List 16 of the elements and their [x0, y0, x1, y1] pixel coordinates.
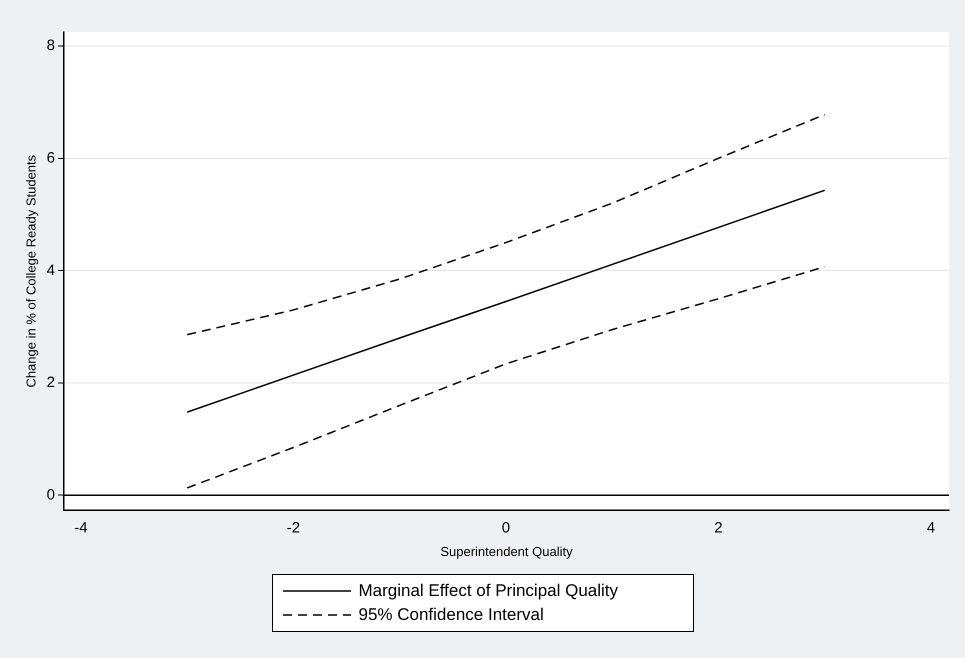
x-axis-title: Superintendent Quality [440, 544, 574, 559]
line-series [186, 114, 826, 336]
y-tick-label: 2 [46, 374, 55, 392]
line-series [186, 266, 826, 489]
y-axis-title: Change in % of College Ready Students [23, 154, 38, 388]
x-tick-label: -4 [74, 520, 88, 537]
legend-label: 95% Confidence Interval [358, 605, 544, 625]
x-tick-label: -2 [286, 520, 300, 537]
x-tick-label: 0 [502, 520, 510, 537]
y-tick-label: 4 [46, 262, 55, 279]
y-tick-label: 8 [46, 37, 55, 54]
x-tick-label: 4 [926, 520, 936, 537]
y-tick-label: 0 [46, 486, 55, 504]
y-tick-label: 6 [46, 149, 55, 166]
x-tick-label: 2 [714, 520, 723, 537]
legend-label: Marginal Effect of Principal Quality [358, 581, 618, 601]
